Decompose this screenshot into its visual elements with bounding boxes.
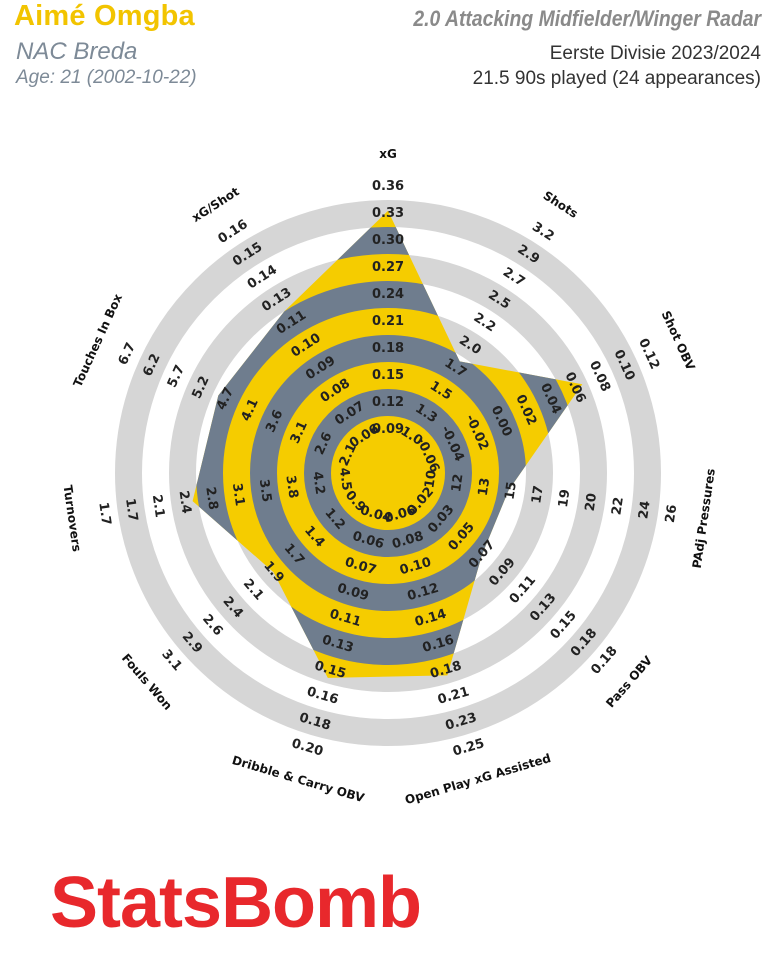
radar-tick-label: 2.8 — [202, 486, 220, 511]
radar-tick-label: 2.1 — [149, 494, 167, 519]
radar-tick-label: 3.8 — [282, 474, 300, 499]
radar-tick-label: 0.25 — [451, 736, 486, 759]
radar-tick-label: 0.16 — [305, 684, 340, 707]
radar-tick-label: 13 — [476, 477, 493, 497]
radar-metric-label: Open Play xG Assisted — [403, 751, 552, 807]
radar-tick-label: 3.1 — [158, 647, 184, 674]
radar-tick-label: 12 — [449, 473, 466, 493]
radar-tick-label: 0.20 — [290, 736, 325, 759]
radar-tick-label: 24 — [636, 500, 653, 520]
radar-metric-label: PAdj Pressures — [690, 468, 718, 570]
radar-tick-label: 0.27 — [372, 260, 404, 275]
radar-tick-label: 20 — [583, 492, 600, 512]
radar-tick-label: 0.33 — [372, 206, 404, 221]
radar-tick-label: 26 — [663, 504, 680, 524]
player-name: Aimé Omgba — [14, 0, 195, 32]
statsbomb-logo: StatsBomb — [50, 863, 422, 943]
radar-tick-label: 3.1 — [229, 482, 247, 507]
radar-tick-label: 2.2 — [471, 310, 498, 335]
radar-tick-label: 19 — [556, 488, 573, 508]
radar-tick-label: 2.4 — [176, 490, 194, 515]
radar-tick-label: 2.1 — [240, 576, 266, 603]
radar-metric-label: Shot OBV — [659, 309, 698, 373]
radar-tick-label: 3.2 — [529, 219, 556, 244]
radar-tick-label: 4.2 — [309, 471, 327, 496]
minutes-played: 21.5 90s played (24 appearances) — [472, 68, 761, 89]
team-name: NAC Breda — [16, 38, 138, 65]
radar-tick-label: 0.36 — [372, 179, 404, 194]
radar-metric-label: xG — [379, 147, 397, 161]
radar-metric-label: Shots — [541, 188, 581, 220]
radar-tick-label: 1.7 — [122, 497, 140, 522]
radar-metric-label: Dribble & Carry OBV — [230, 753, 366, 805]
radar-title: 2.0 Attacking Midfielder/Winger Radar — [413, 6, 761, 31]
competition-season: Eerste Divisie 2023/2024 — [549, 43, 761, 64]
radar-tick-label: 15 — [502, 481, 519, 501]
radar-tick-label: 0.30 — [372, 233, 404, 248]
radar-metric-label: Touches In Box — [71, 291, 126, 389]
radar-tick-label: 0.12 — [372, 395, 404, 410]
radar-metric-label: xG/Shot — [189, 184, 242, 225]
radar-tick-label: 3.5 — [256, 478, 274, 503]
radar-tick-label: 17 — [529, 485, 546, 505]
radar-value-band — [192, 227, 583, 678]
radar-tick-label: 4.5 — [336, 467, 354, 492]
radar-tick-label: 0.21 — [436, 684, 471, 707]
radar-value-band — [304, 389, 472, 557]
radar-center — [358, 443, 418, 503]
radar-tick-label: 5.7 — [165, 363, 188, 390]
radar-tick-label: 0.18 — [372, 341, 404, 356]
radar-tick-label: 10 — [422, 469, 439, 489]
radar-tick-label: 0.24 — [372, 287, 404, 302]
player-age: Age: 21 (2002-10-22) — [16, 67, 197, 88]
radar-tick-label: 1.7 — [95, 501, 113, 526]
radar-tick-label: 6.7 — [116, 340, 139, 367]
radar-tick-label: 0.09 — [372, 422, 404, 437]
radar-tick-label: 0.21 — [372, 314, 404, 329]
radar-tick-label: 0.15 — [372, 368, 404, 383]
radar-tick-label: 2.6 — [199, 612, 225, 639]
radar-metric-label: Turnovers — [60, 484, 83, 552]
radar-tick-label: 2.7 — [500, 265, 527, 290]
radar-value-band — [250, 335, 526, 611]
radar-tick-label: 22 — [609, 496, 626, 516]
